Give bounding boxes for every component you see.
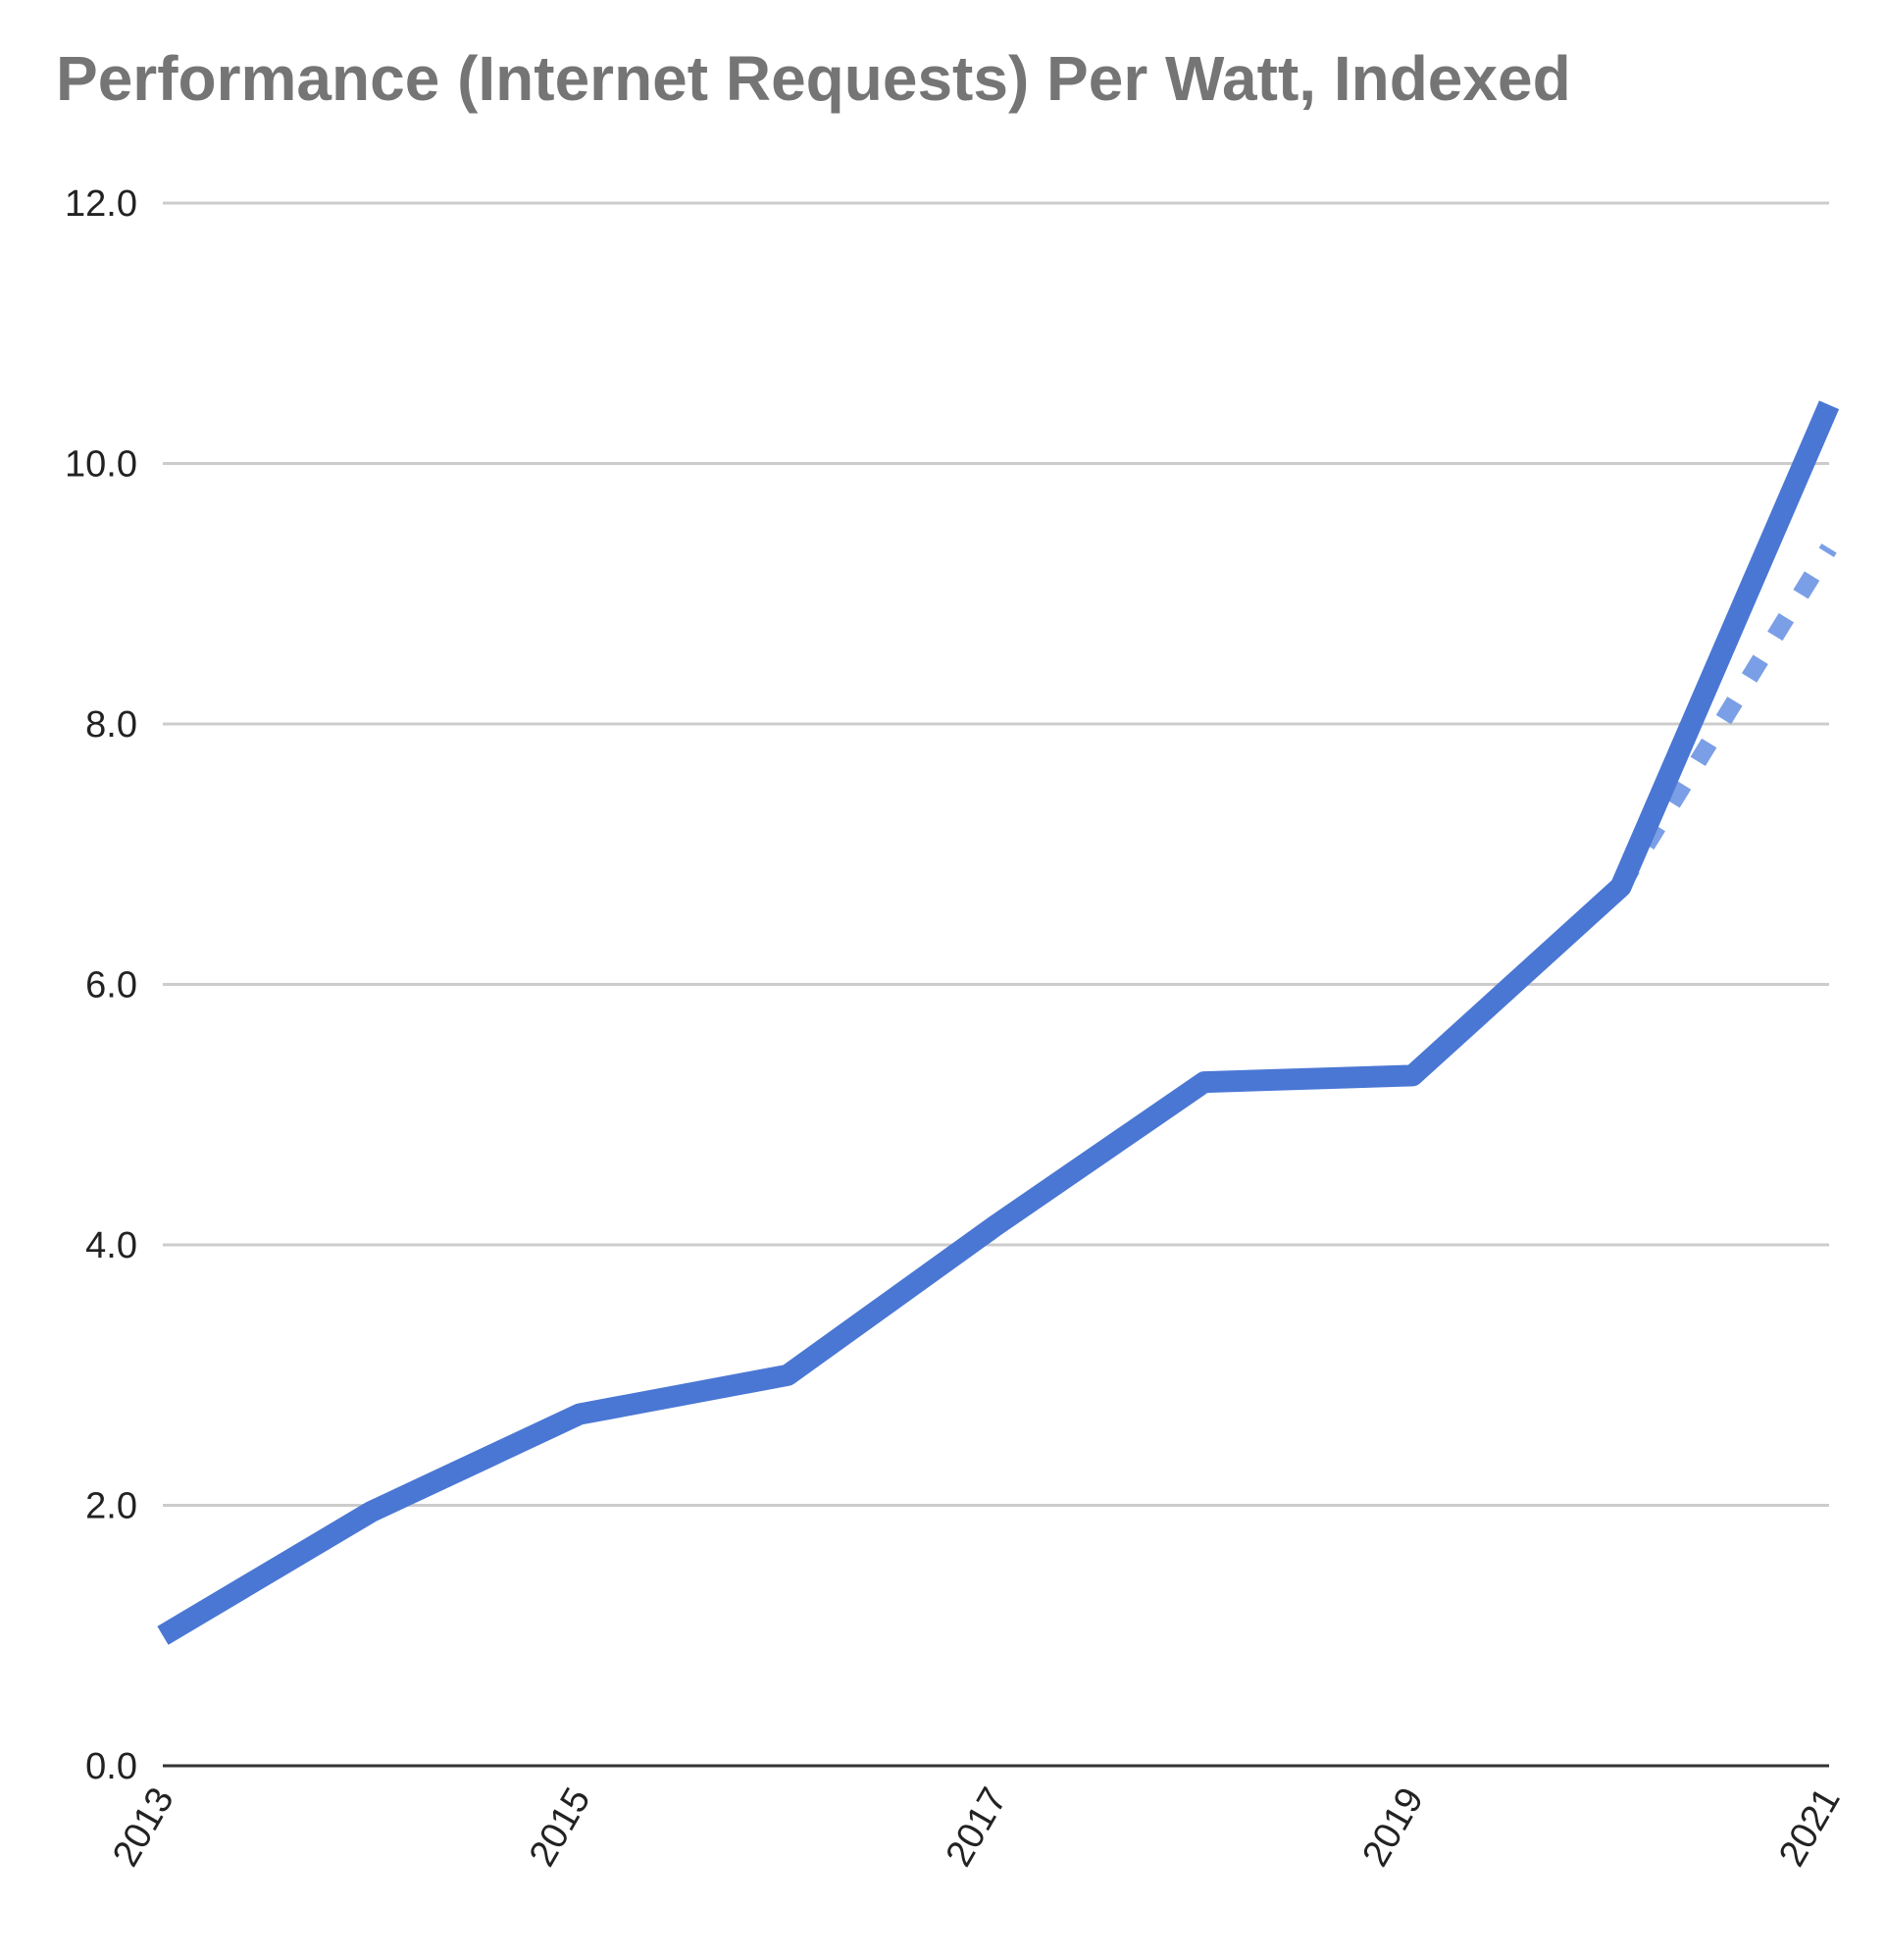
y-axis-ticks: 0.0 2.0 4.0 6.0 8.0 10.0 12.0	[65, 183, 137, 1787]
y-tick-label: 6.0	[85, 965, 137, 1006]
y-tick-label: 8.0	[85, 704, 137, 746]
chart-title: Performance (Internet Requests) Per Watt…	[56, 43, 1571, 114]
series-lines	[157, 400, 1840, 1645]
y-tick-label: 0.0	[85, 1746, 137, 1787]
y-tick-label: 2.0	[85, 1486, 137, 1527]
series-line-solid	[157, 400, 1840, 1645]
x-tick-label: 2017	[939, 1781, 1016, 1874]
gridlines	[163, 201, 1829, 1768]
y-tick-label: 10.0	[65, 444, 137, 486]
x-tick-label: 2021	[1771, 1781, 1849, 1874]
x-tick-label: 2015	[522, 1781, 599, 1874]
y-tick-label: 12.0	[65, 183, 137, 225]
y-tick-label: 4.0	[85, 1225, 137, 1266]
x-tick-label: 2019	[1354, 1781, 1432, 1874]
x-axis-ticks: 2013 2015 2017 2019 2021	[105, 1781, 1849, 1874]
x-tick-label: 2013	[105, 1781, 182, 1874]
